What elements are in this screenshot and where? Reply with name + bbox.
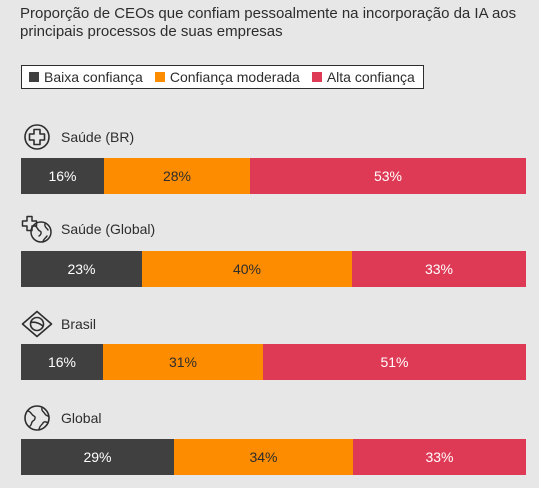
- segment-alta: 33%: [353, 439, 526, 475]
- legend: Baixa confiança Confiança moderada Alta …: [21, 65, 424, 89]
- group-header: Global: [21, 403, 101, 433]
- segment-alta: 33%: [352, 251, 526, 287]
- segment-value-label: 33%: [425, 449, 454, 465]
- segment-value-label: 16%: [47, 354, 77, 370]
- health-cross-icon: [21, 122, 53, 152]
- segment-value-label: 29%: [83, 449, 112, 465]
- segment-value-label: 23%: [67, 261, 96, 277]
- segment-moderada: 40%: [142, 251, 352, 287]
- health-globe-icon: [21, 214, 53, 244]
- group-header: Brasil: [21, 309, 96, 339]
- segment-moderada: 31%: [103, 344, 263, 380]
- segment-baixa: 16%: [21, 158, 104, 194]
- stacked-bar: 16% 28% 53%: [21, 158, 526, 194]
- category-label: Brasil: [61, 316, 97, 332]
- category-label: Global: [61, 410, 102, 426]
- legend-swatch-baixa: [29, 72, 39, 82]
- segment-value-label: 34%: [249, 449, 278, 465]
- group-header: Saúde (Global): [21, 214, 155, 244]
- segment-value-label: 31%: [168, 354, 198, 370]
- globe-icon: [21, 403, 53, 433]
- group-header: Saúde (BR): [21, 122, 134, 152]
- legend-label-alta: Alta confiança: [326, 69, 415, 85]
- segment-baixa: 23%: [21, 251, 142, 287]
- segment-value-label: 40%: [232, 261, 262, 277]
- brazil-flag-icon: [21, 309, 53, 339]
- legend-item-alta: Alta confiança: [311, 69, 415, 85]
- legend-swatch-moderada: [154, 72, 165, 82]
- segment-baixa: 16%: [21, 344, 103, 380]
- stacked-bar: 23% 40% 33%: [21, 251, 526, 287]
- category-label: Saúde (BR): [61, 129, 135, 145]
- segment-value-label: 33%: [424, 261, 454, 277]
- category-label: Saúde (Global): [61, 221, 156, 237]
- segment-moderada: 34%: [174, 439, 353, 475]
- legend-item-moderada: Confiança moderada: [154, 69, 300, 85]
- legend-item-baixa: Baixa confiança: [29, 69, 143, 85]
- chart-title: Proporção de CEOs que confiam pessoalmen…: [20, 5, 517, 40]
- segment-value-label: 16%: [48, 168, 77, 184]
- stacked-bar: 16% 31% 51%: [21, 344, 526, 380]
- stacked-bar: 29% 34% 33%: [21, 439, 526, 475]
- segment-moderada: 28%: [104, 158, 250, 194]
- segment-value-label: 51%: [380, 354, 409, 370]
- legend-label-moderada: Confiança moderada: [169, 69, 300, 85]
- segment-baixa: 29%: [21, 439, 174, 475]
- segment-alta: 51%: [263, 344, 526, 380]
- segment-value-label: 28%: [162, 168, 192, 184]
- segment-alta: 53%: [250, 158, 526, 194]
- legend-swatch-alta: [311, 72, 322, 82]
- segment-value-label: 53%: [373, 168, 403, 184]
- legend-label-baixa: Baixa confiança: [44, 69, 143, 85]
